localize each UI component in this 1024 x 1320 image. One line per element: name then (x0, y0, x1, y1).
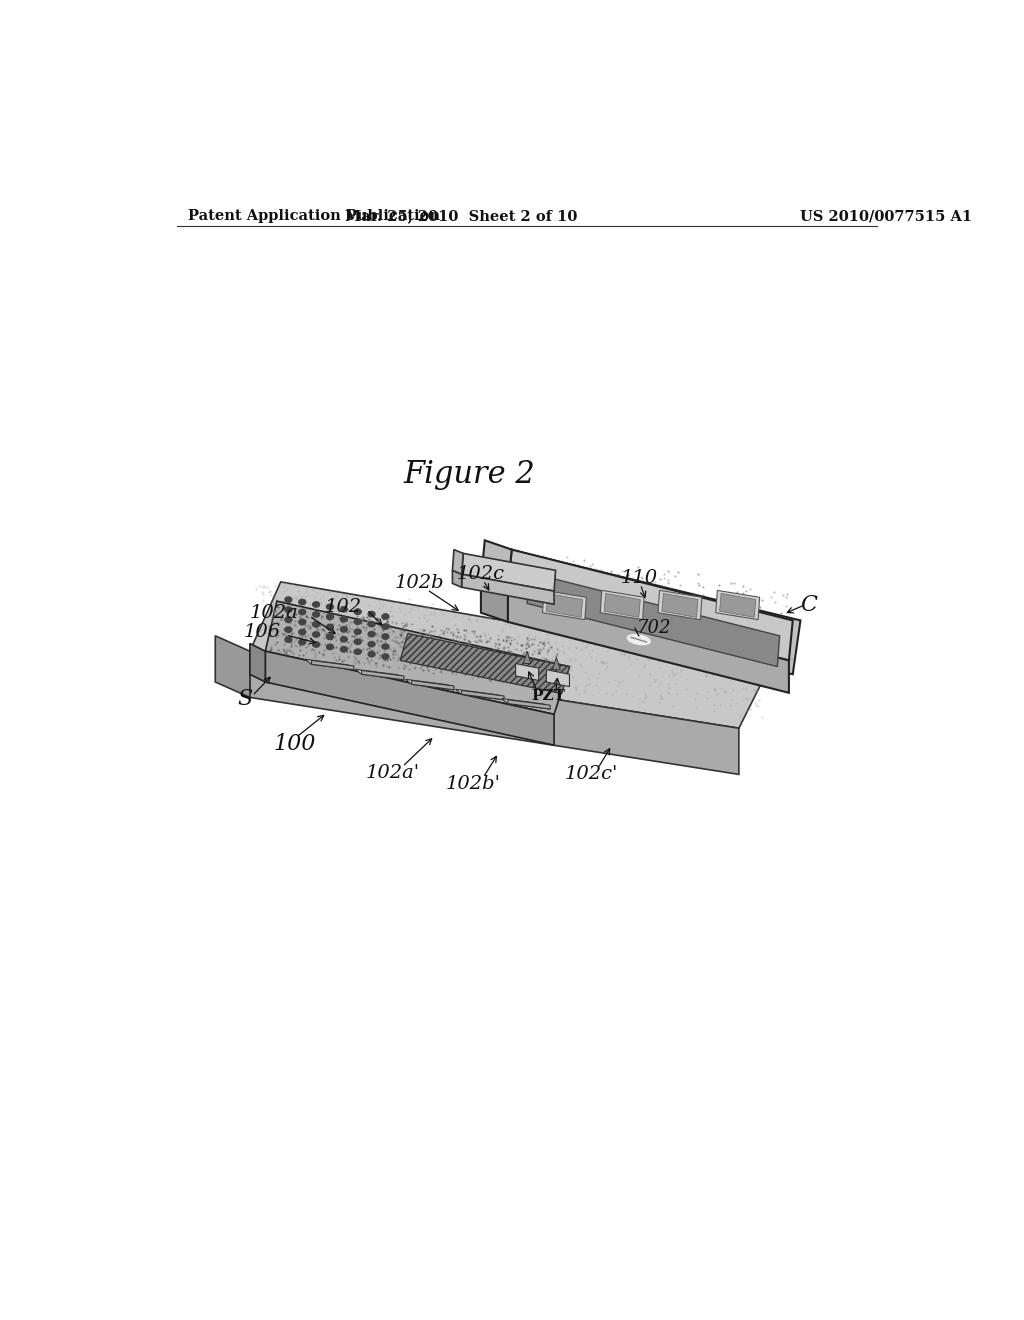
Polygon shape (265, 651, 554, 744)
Text: Mar. 25, 2010  Sheet 2 of 10: Mar. 25, 2010 Sheet 2 of 10 (345, 209, 578, 223)
Ellipse shape (382, 653, 389, 659)
Ellipse shape (312, 642, 319, 647)
Text: 102a': 102a' (366, 764, 420, 781)
Ellipse shape (368, 631, 375, 636)
Text: 102: 102 (325, 598, 361, 615)
Polygon shape (527, 573, 779, 667)
Ellipse shape (327, 614, 334, 619)
Text: C: C (800, 594, 817, 616)
Polygon shape (716, 590, 760, 619)
Ellipse shape (382, 624, 389, 630)
Polygon shape (508, 552, 801, 675)
Polygon shape (720, 594, 756, 618)
Polygon shape (508, 590, 788, 693)
Text: PZT: PZT (531, 689, 565, 702)
Text: S: S (237, 688, 252, 710)
Text: Patent Application Publication: Patent Application Publication (188, 209, 440, 223)
Text: 102b': 102b' (445, 775, 501, 792)
Text: 100: 100 (273, 733, 315, 755)
Polygon shape (361, 671, 403, 680)
Ellipse shape (285, 627, 292, 632)
Polygon shape (604, 594, 640, 618)
Ellipse shape (368, 652, 375, 657)
Ellipse shape (312, 632, 319, 638)
Ellipse shape (299, 639, 306, 644)
Polygon shape (523, 651, 531, 664)
Polygon shape (462, 574, 554, 605)
Ellipse shape (340, 616, 347, 622)
Polygon shape (481, 540, 512, 590)
Text: US 2010/0077515 A1: US 2010/0077515 A1 (801, 209, 973, 223)
Ellipse shape (340, 636, 347, 642)
Polygon shape (662, 594, 698, 618)
Text: 102a: 102a (250, 603, 298, 622)
Polygon shape (305, 659, 354, 669)
Polygon shape (453, 570, 462, 587)
Ellipse shape (354, 649, 361, 655)
Ellipse shape (382, 644, 389, 649)
Polygon shape (481, 581, 508, 622)
Polygon shape (453, 549, 463, 574)
Text: 106: 106 (244, 623, 281, 642)
Polygon shape (543, 590, 587, 619)
Text: Figure 2: Figure 2 (403, 458, 536, 490)
Polygon shape (508, 549, 793, 660)
Ellipse shape (382, 634, 389, 639)
Polygon shape (400, 634, 569, 693)
Ellipse shape (285, 607, 292, 612)
Polygon shape (311, 660, 354, 669)
Polygon shape (355, 669, 403, 680)
Ellipse shape (327, 605, 334, 610)
Polygon shape (547, 594, 583, 618)
Polygon shape (553, 657, 560, 669)
Polygon shape (265, 601, 569, 714)
Ellipse shape (354, 619, 361, 624)
Polygon shape (250, 582, 770, 729)
Polygon shape (462, 553, 556, 591)
Polygon shape (412, 681, 454, 690)
Text: 702: 702 (637, 619, 672, 638)
Ellipse shape (327, 644, 334, 649)
Ellipse shape (368, 642, 375, 647)
Polygon shape (658, 590, 701, 619)
Ellipse shape (368, 622, 375, 627)
Ellipse shape (368, 611, 375, 616)
Ellipse shape (382, 614, 389, 619)
Polygon shape (250, 644, 265, 682)
Ellipse shape (354, 639, 361, 644)
Polygon shape (215, 636, 250, 697)
Ellipse shape (299, 610, 306, 615)
Text: 102b: 102b (394, 574, 444, 593)
Polygon shape (462, 690, 504, 700)
Ellipse shape (285, 597, 292, 602)
Polygon shape (502, 698, 550, 709)
Ellipse shape (628, 635, 650, 644)
Ellipse shape (285, 638, 292, 643)
Polygon shape (250, 651, 739, 775)
Ellipse shape (312, 622, 319, 627)
Ellipse shape (299, 619, 306, 624)
Ellipse shape (354, 609, 361, 614)
Ellipse shape (340, 627, 347, 632)
Ellipse shape (285, 616, 292, 622)
Ellipse shape (354, 630, 361, 635)
Ellipse shape (340, 607, 347, 612)
Polygon shape (406, 680, 454, 690)
Polygon shape (547, 669, 569, 686)
Text: 110: 110 (621, 569, 657, 587)
Polygon shape (456, 689, 504, 700)
Polygon shape (508, 700, 550, 709)
Ellipse shape (312, 611, 319, 618)
Ellipse shape (327, 624, 334, 630)
Text: 102c': 102c' (564, 766, 617, 783)
Text: 102c: 102c (457, 565, 505, 583)
Ellipse shape (312, 602, 319, 607)
Ellipse shape (340, 647, 347, 652)
Ellipse shape (299, 599, 306, 605)
Polygon shape (515, 664, 539, 681)
Polygon shape (600, 590, 644, 619)
Ellipse shape (299, 630, 306, 635)
Ellipse shape (327, 634, 334, 640)
